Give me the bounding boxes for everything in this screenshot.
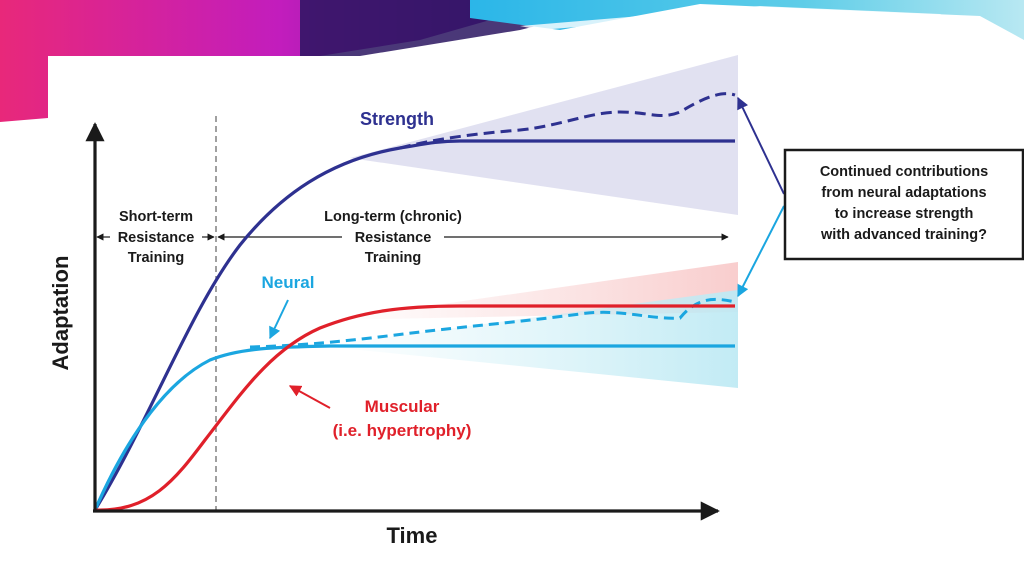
callout-arrow-neural (737, 205, 785, 298)
long-term-line-3: Training (365, 250, 421, 266)
y-axis-label: Adaptation (48, 256, 73, 371)
neural-label: Neural (262, 273, 315, 292)
x-axis-label: Time (387, 523, 438, 548)
short-term-line-3: Training (128, 250, 184, 266)
long-term-line-1: Long-term (chronic) (324, 209, 462, 225)
callout-line-4: with advanced training? (820, 227, 987, 243)
strength-label: Strength (360, 109, 434, 129)
header-cyan-band (470, 0, 1024, 40)
callout-line-1: Continued contributions (820, 164, 988, 180)
muscular-label-line-1: Muscular (365, 397, 440, 416)
strength-dashed-curve (399, 92, 736, 150)
callout-line-3: to increase strength (835, 206, 974, 222)
long-term-line-2: Resistance (355, 230, 432, 246)
short-term-line-1: Short-term (119, 209, 193, 225)
short-term-line-2: Resistance (118, 230, 195, 246)
muscular-pointer-arrow (288, 385, 331, 409)
muscular-label-line-2: (i.e. hypertrophy) (333, 421, 472, 440)
neural-pointer-arrow (269, 299, 289, 340)
callout-line-2: from neural adaptations (821, 185, 986, 201)
muscular-curve (94, 304, 735, 512)
strength-band (350, 55, 738, 215)
header-white-streak (520, 6, 1024, 52)
slide-header-decoration (0, 0, 1024, 122)
neural-dashed-curve (249, 297, 736, 349)
strength-curve (93, 139, 735, 511)
callout-arrow-strength (737, 96, 785, 195)
callout-box (783, 148, 1024, 261)
